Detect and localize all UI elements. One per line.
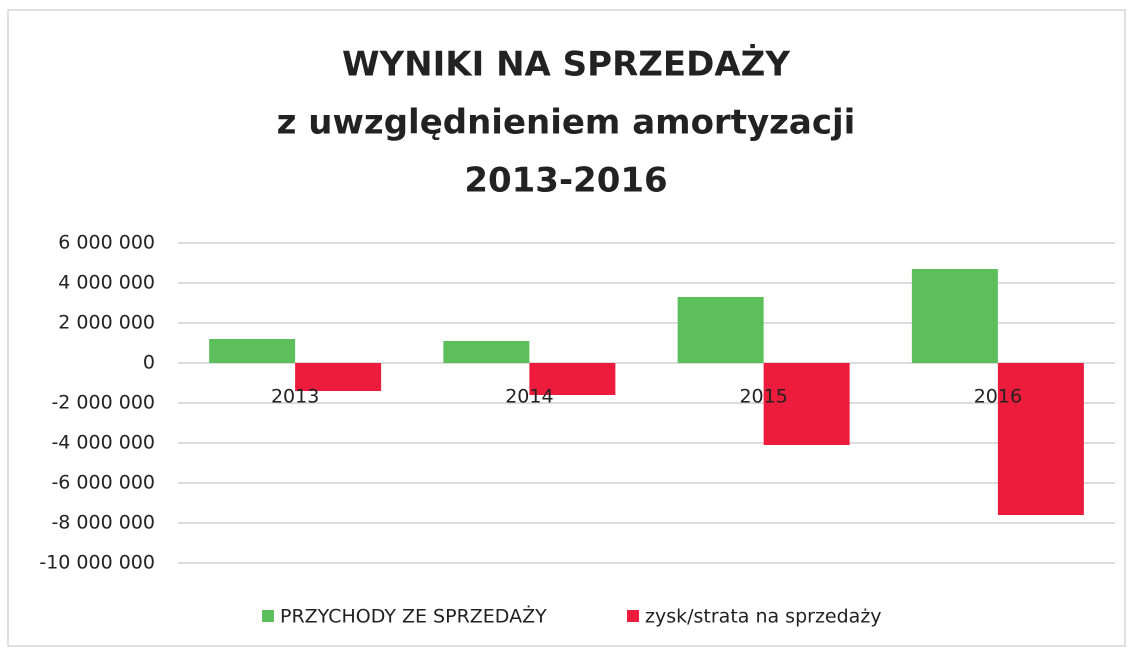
legend-label: PRZYCHODY ZE SPRZEDAŻY: [280, 605, 547, 628]
y-tick-label: -10 000 000: [39, 552, 155, 574]
chart-title: 2013-2016: [464, 161, 667, 201]
x-tick-label: 2013: [271, 386, 319, 408]
bar: [763, 363, 850, 445]
bar: [997, 363, 1084, 515]
bar: [677, 297, 764, 363]
bar: [911, 269, 998, 363]
bar: [529, 363, 616, 395]
bar: [209, 339, 296, 363]
x-tick-label: 2015: [739, 386, 787, 408]
y-tick-label: -6 000 000: [51, 472, 155, 494]
legend-swatch: [262, 610, 274, 622]
chart-title: z uwzględnieniem amortyzacji: [277, 103, 856, 143]
y-tick-label: 6 000 000: [58, 232, 155, 254]
y-tick-label: 2 000 000: [58, 312, 155, 334]
legend-swatch: [627, 610, 639, 622]
y-tick-label: -8 000 000: [51, 512, 155, 534]
bar: [295, 363, 382, 391]
x-tick-label: 2016: [974, 386, 1022, 408]
legend-label: zysk/strata na sprzedaży: [645, 606, 882, 628]
y-tick-label: -2 000 000: [51, 392, 155, 414]
x-tick-label: 2014: [505, 386, 553, 408]
bar: [443, 341, 530, 363]
y-tick-label: 4 000 000: [58, 272, 155, 294]
chart-title: WYNIKI NA SPRZEDAŻY: [342, 44, 790, 85]
y-tick-label: -4 000 000: [51, 432, 155, 454]
y-tick-label: 0: [143, 352, 155, 374]
